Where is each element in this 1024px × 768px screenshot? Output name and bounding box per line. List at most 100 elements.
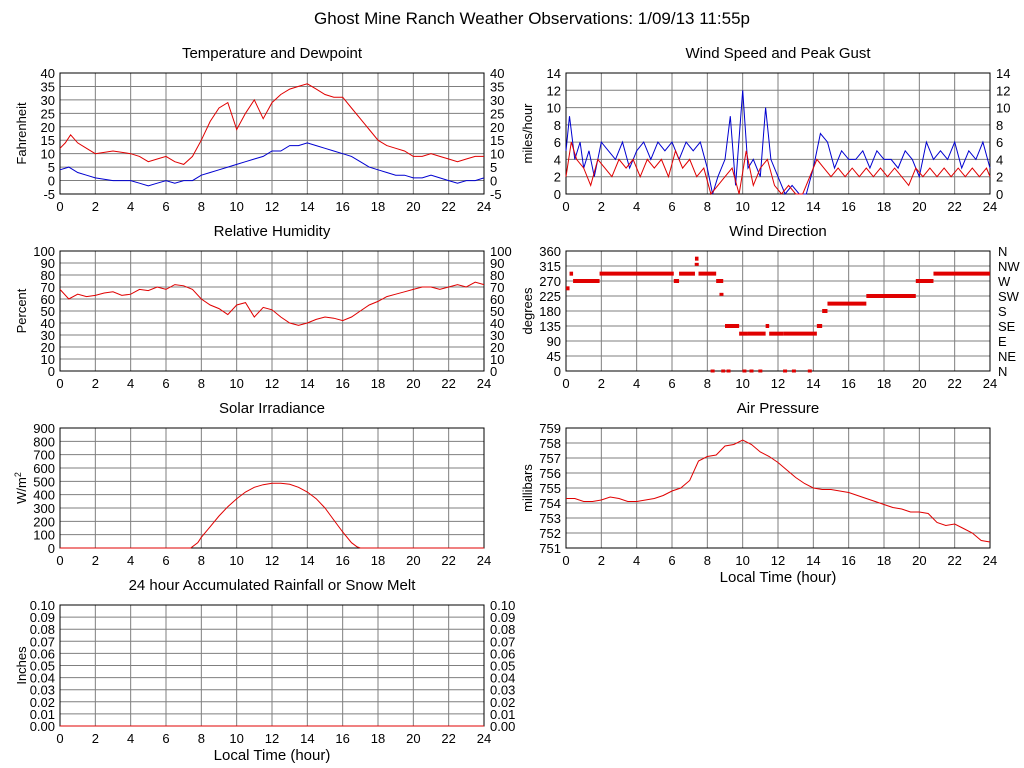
solar-ytick-label: 400	[33, 488, 55, 503]
wind_direction-ytick-label: 135	[539, 319, 561, 334]
wind_direction-direction-point	[783, 369, 788, 373]
rainfall-ytick-label: 0.10	[30, 598, 55, 613]
wind_direction-ytick-label: 90	[547, 334, 561, 349]
humidity-xtick-label: 22	[441, 376, 455, 391]
wind_direction-xtick-label: 4	[633, 376, 640, 391]
wind_direction-xtick-label: 2	[598, 376, 605, 391]
wind_direction-compass-label: SE	[998, 319, 1016, 334]
wind_speed-series-line-1	[565, 141, 991, 196]
wind_direction-direction-point	[719, 292, 724, 296]
temperature-ytick-label-right: 20	[490, 120, 504, 135]
wind_direction-frame	[565, 250, 991, 372]
temperature-xtick-label: 0	[56, 199, 63, 214]
solar-xtick-label: 10	[229, 553, 243, 568]
wind_speed-ytick-label-right: 10	[996, 101, 1010, 116]
humidity-ytick-label: 0	[48, 364, 55, 379]
pressure-xtick-label: 12	[771, 553, 785, 568]
wind_direction-direction-point	[749, 369, 754, 373]
wind_speed-ytick-label: 14	[547, 66, 561, 81]
solar-ytick-label: 600	[33, 461, 55, 476]
humidity-ytick-label-right: 40	[490, 316, 504, 331]
pressure-ytick-label: 755	[539, 481, 561, 496]
humidity-xtick-label: 0	[56, 376, 63, 391]
temperature-xtick-label: 24	[477, 199, 491, 214]
solar-xtick-label: 14	[300, 553, 314, 568]
wind_speed-ytick-label-right: 0	[996, 187, 1003, 202]
rainfall-xtick-label: 2	[92, 731, 99, 746]
solar-ytick-label: 300	[33, 501, 55, 516]
wind_speed-xtick-label: 10	[735, 199, 749, 214]
temperature-ytick-label: 10	[41, 147, 55, 162]
temperature-ytick-label: 40	[41, 66, 55, 81]
rainfall-ytick-label: 0.01	[30, 707, 55, 722]
humidity-ytick-label: 30	[41, 328, 55, 343]
wind_direction-direction-point	[758, 369, 763, 373]
temperature-ytick-label: 15	[41, 133, 55, 148]
rainfall-ytick-label-right: 0.07	[490, 634, 515, 649]
solar-title: Solar Irradiance	[219, 400, 325, 417]
wind_speed-xtick-label: 14	[806, 199, 820, 214]
pressure-xtick-label: 24	[983, 553, 997, 568]
solar-ytick-label: 100	[33, 528, 55, 543]
humidity-ytick-label-right: 0	[490, 364, 497, 379]
rainfall-ytick-label: 0.06	[30, 646, 55, 661]
temperature-ytick-label: 20	[41, 120, 55, 135]
humidity-ytick-label: 90	[41, 256, 55, 271]
temperature-xtick-label: 22	[441, 199, 455, 214]
solar-ytick-label: 500	[33, 474, 55, 489]
wind_direction-xtick-label: 16	[841, 376, 855, 391]
wind_speed-xtick-label: 8	[704, 199, 711, 214]
wind_direction-xtick-label: 0	[562, 376, 569, 391]
temperature-xtick-label: 12	[265, 199, 279, 214]
temperature-ytick-label-right: 10	[490, 147, 504, 162]
rainfall-ytick-label: 0.07	[30, 634, 55, 649]
wind_direction-compass-label: SW	[998, 289, 1020, 304]
humidity-ytick-label: 60	[41, 292, 55, 307]
rainfall-ytick-label-right: 0.10	[490, 598, 515, 613]
wind_direction-direction-point	[742, 369, 747, 373]
pressure-ylabel: millibars	[520, 464, 535, 512]
pressure-xtick-label: 6	[668, 553, 675, 568]
humidity-ytick-label: 70	[41, 280, 55, 295]
rainfall-xtick-label: 4	[127, 731, 134, 746]
humidity-xtick-label: 14	[300, 376, 314, 391]
rainfall-ytick-label-right: 0.04	[490, 671, 515, 686]
wind_speed-xtick-label: 0	[562, 199, 569, 214]
rainfall-xtick-label: 10	[229, 731, 243, 746]
wind_speed-xtick-label: 24	[983, 199, 997, 214]
wind_speed-series-line-0	[565, 90, 991, 195]
wind_speed-ytick-label: 12	[547, 83, 561, 98]
wind_speed-ytick-label-right: 4	[996, 152, 1003, 167]
temperature-ytick-label-right: 0	[490, 174, 497, 189]
rainfall-ytick-label-right: 0.02	[490, 695, 515, 710]
solar-xtick-label: 2	[92, 553, 99, 568]
rainfall-ytick-label: 0.09	[30, 610, 55, 625]
wind_direction-xtick-label: 6	[668, 376, 675, 391]
rainfall-xtick-label: 22	[441, 731, 455, 746]
temperature-ytick-label: 35	[41, 79, 55, 94]
wind_direction-ytick-label: 0	[554, 364, 561, 379]
temperature-ytick-label-right: 5	[490, 160, 497, 175]
wind_direction-direction-point	[710, 369, 715, 373]
pressure-xtick-label: 16	[841, 553, 855, 568]
wind_speed-ytick-label: 0	[554, 187, 561, 202]
wind_speed-xtick-label: 18	[877, 199, 891, 214]
pressure-xtick-label: 10	[735, 553, 749, 568]
wind_speed-ytick-label: 10	[547, 101, 561, 116]
temperature-ytick-label-right: 15	[490, 133, 504, 148]
wind_direction-ytick-label: 180	[539, 304, 561, 319]
pressure-xlabel: Local Time (hour)	[720, 569, 837, 586]
rainfall-xlabel: Local Time (hour)	[214, 747, 331, 764]
humidity-ytick-label: 10	[41, 352, 55, 367]
pressure-xtick-label: 18	[877, 553, 891, 568]
wind_speed-ytick-label: 2	[554, 170, 561, 185]
rainfall-xtick-label: 16	[335, 731, 349, 746]
wind_direction-direction-point	[807, 369, 812, 373]
humidity-ytick-label-right: 20	[490, 340, 504, 355]
humidity-ytick-label-right: 60	[490, 292, 504, 307]
humidity-xtick-label: 12	[265, 376, 279, 391]
solar-xtick-label: 12	[265, 553, 279, 568]
temperature-ylabel: Fahrenheit	[14, 102, 29, 165]
pressure-ytick-label: 757	[539, 451, 561, 466]
rainfall-xtick-label: 18	[371, 731, 385, 746]
